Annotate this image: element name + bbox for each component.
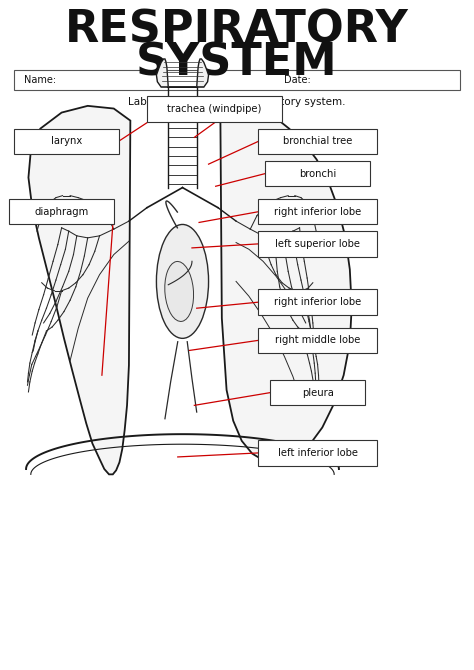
Polygon shape: [156, 59, 209, 87]
Text: Label the parts of the respiratory system.: Label the parts of the respiratory syste…: [128, 97, 346, 107]
Text: trachea (windpipe): trachea (windpipe): [167, 105, 262, 114]
FancyBboxPatch shape: [270, 380, 365, 405]
Text: RESPIRATORY: RESPIRATORY: [65, 9, 409, 52]
Text: left superior lobe: left superior lobe: [275, 239, 360, 249]
Text: right middle lobe: right middle lobe: [275, 336, 360, 345]
Ellipse shape: [165, 261, 193, 322]
FancyBboxPatch shape: [14, 70, 460, 90]
FancyBboxPatch shape: [258, 231, 377, 257]
Ellipse shape: [156, 224, 209, 338]
Text: bronchial tree: bronchial tree: [283, 137, 352, 146]
Text: pleura: pleura: [301, 388, 334, 397]
FancyBboxPatch shape: [258, 440, 377, 466]
Polygon shape: [220, 104, 352, 462]
FancyBboxPatch shape: [14, 129, 118, 154]
FancyBboxPatch shape: [258, 289, 377, 315]
FancyBboxPatch shape: [9, 199, 114, 224]
FancyBboxPatch shape: [258, 328, 377, 353]
Text: Date:: Date:: [284, 75, 311, 85]
Text: right inferior lobe: right inferior lobe: [274, 297, 361, 307]
FancyBboxPatch shape: [258, 129, 377, 154]
Text: larynx: larynx: [51, 137, 82, 146]
Text: left inferior lobe: left inferior lobe: [278, 448, 357, 458]
Polygon shape: [28, 106, 130, 474]
Text: right inferior lobe: right inferior lobe: [274, 207, 361, 216]
Text: SYSTEM: SYSTEM: [136, 42, 338, 84]
Text: Name:: Name:: [24, 75, 56, 85]
FancyBboxPatch shape: [258, 199, 377, 224]
FancyBboxPatch shape: [265, 161, 370, 186]
Text: diaphragm: diaphragm: [35, 207, 89, 216]
Text: bronchi: bronchi: [299, 169, 336, 178]
FancyBboxPatch shape: [147, 96, 282, 122]
